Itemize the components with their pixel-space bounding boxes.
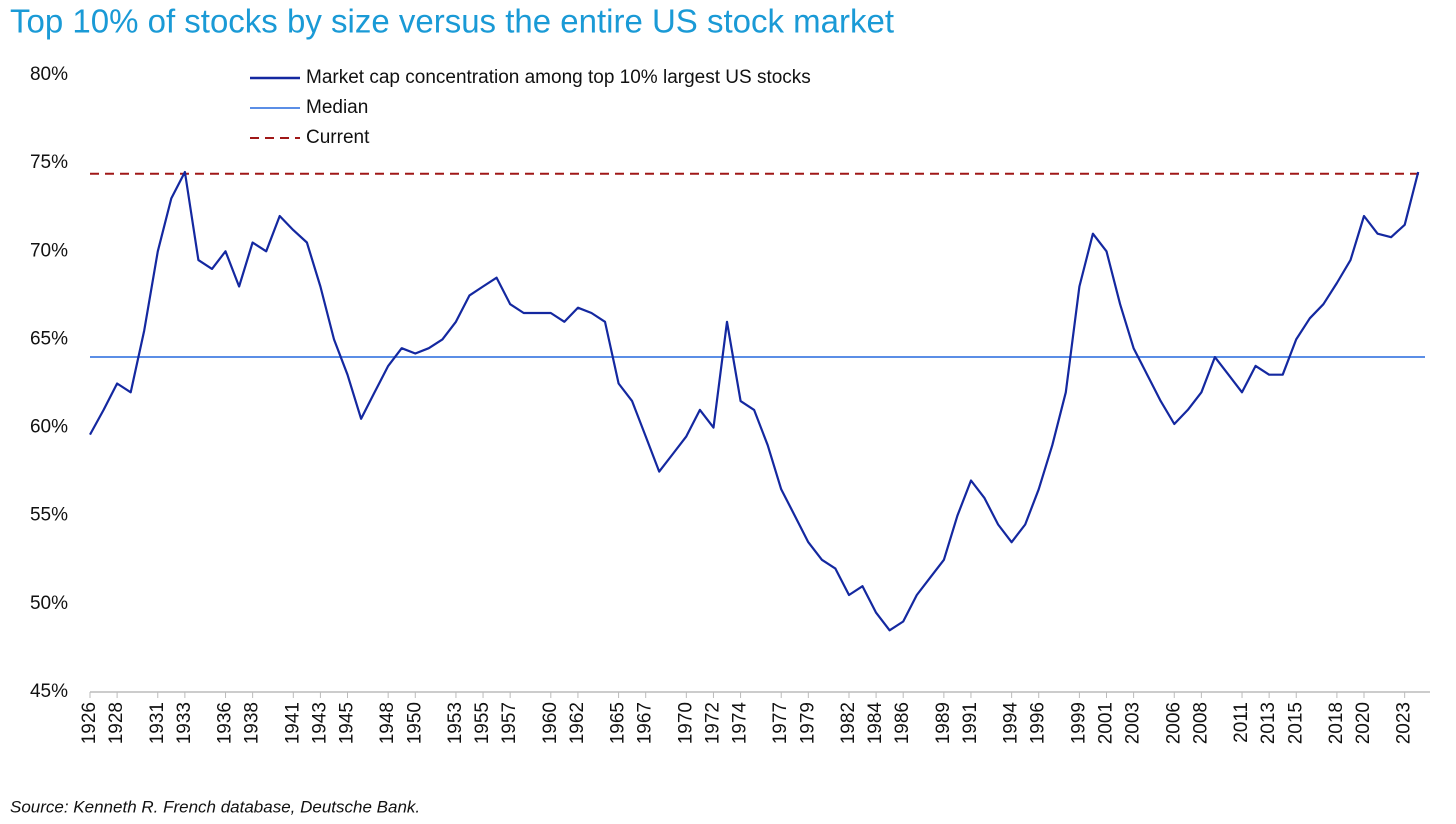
- x-tick-label: 1928: [106, 702, 127, 744]
- y-tick-label: 65%: [30, 328, 68, 349]
- x-tick-label: 1967: [635, 702, 656, 744]
- x-tick-label: 1989: [933, 702, 954, 744]
- x-tick-label: 1950: [404, 702, 425, 744]
- y-tick-label: 60%: [30, 417, 68, 438]
- x-tick-label: 1977: [770, 702, 791, 744]
- x-tick-label: 2006: [1163, 702, 1184, 744]
- x-tick-label: 1948: [377, 702, 398, 744]
- x-tick-label: 2023: [1394, 702, 1415, 744]
- x-tick-label: 1996: [1028, 702, 1049, 744]
- x-tick-label: 1945: [337, 702, 358, 744]
- x-tick-label: 1957: [499, 702, 520, 744]
- x-tick-label: 1979: [797, 702, 818, 744]
- x-tick-label: 1936: [215, 702, 236, 744]
- x-tick-label: 1984: [865, 702, 886, 745]
- x-tick-label: 1974: [730, 702, 751, 745]
- data-line: [89, 170, 1420, 632]
- x-tick-label: 1965: [608, 702, 629, 744]
- x-tick-label: 1943: [309, 702, 330, 744]
- x-tick-label: 1931: [147, 702, 168, 744]
- legend-label: Market cap concentration among top 10% l…: [306, 67, 811, 88]
- x-tick-label: 1970: [675, 702, 696, 744]
- legend-label: Median: [306, 97, 368, 118]
- y-tick-label: 75%: [30, 152, 68, 173]
- x-tick-label: 1986: [892, 702, 913, 744]
- x-tick-label: 1953: [445, 702, 466, 744]
- x-tick-label: 1972: [702, 702, 723, 744]
- y-tick-label: 45%: [30, 681, 68, 702]
- y-tick-label: 70%: [30, 240, 68, 261]
- x-tick-label: 1941: [282, 702, 303, 744]
- x-tick-label: 1962: [567, 702, 588, 744]
- x-tick-label: 2003: [1123, 702, 1144, 744]
- legend-label: Current: [306, 127, 370, 148]
- chart-title: Top 10% of stocks by size versus the ent…: [10, 3, 894, 40]
- x-tick-label: 1999: [1068, 702, 1089, 744]
- x-tick-label: 1955: [472, 702, 493, 744]
- x-tick-label: 2008: [1190, 702, 1211, 744]
- y-tick-label: 55%: [30, 505, 68, 526]
- source-note: Source: Kenneth R. French database, Deut…: [10, 797, 420, 816]
- x-tick-label: 2013: [1258, 702, 1279, 744]
- x-tick-label: 1926: [79, 702, 100, 744]
- x-tick-label: 2018: [1326, 702, 1347, 744]
- x-tick-label: 1994: [1001, 702, 1022, 745]
- y-tick-label: 50%: [30, 593, 68, 614]
- x-tick-label: 1933: [174, 702, 195, 744]
- x-tick-label: 1960: [540, 702, 561, 744]
- x-tick-label: 1938: [242, 702, 263, 744]
- x-tick-label: 2015: [1285, 702, 1306, 744]
- y-tick-label: 80%: [30, 64, 68, 85]
- x-tick-label: 2001: [1096, 702, 1117, 744]
- x-tick-label: 1982: [838, 702, 859, 744]
- x-tick-label: 2020: [1353, 702, 1374, 744]
- x-tick-label: 2011: [1231, 702, 1252, 743]
- x-tick-label: 1991: [960, 702, 981, 744]
